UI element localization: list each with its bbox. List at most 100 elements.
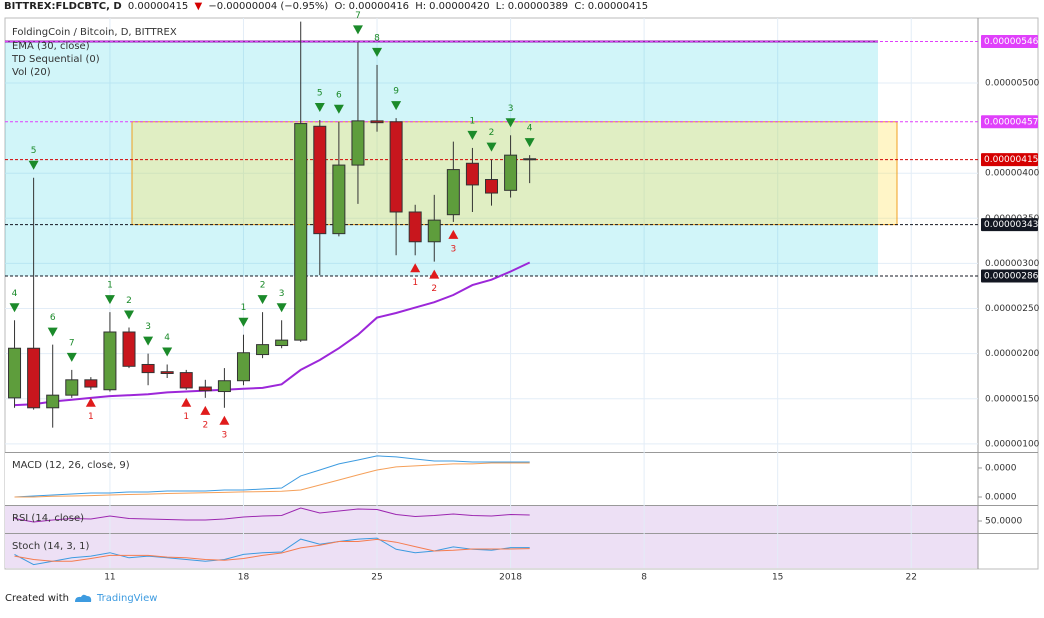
td-sell-label: 6 [50, 313, 56, 323]
study-label: EMA (30, close) [12, 41, 90, 52]
ohlc-label: L: [495, 1, 505, 12]
td-sell-label: 7 [355, 11, 361, 21]
pane-tick-label: 50.0000 [985, 517, 1022, 527]
change-arrow: ▼ [194, 1, 203, 12]
td-buy-label: 1 [88, 412, 94, 422]
ohlc-value: 0.00000415 [587, 1, 649, 12]
td-sell-label: 8 [374, 33, 380, 43]
td-sell-label: 2 [260, 281, 266, 291]
td-sell-marker [391, 101, 402, 111]
td-buy-marker [85, 397, 96, 407]
candle-body [465, 162, 479, 186]
x-tick-label: 11 [104, 573, 115, 583]
macd-line [14, 462, 530, 498]
x-tick-label: 2018 [499, 573, 522, 583]
td-sell-label: 6 [336, 90, 342, 100]
td-sell-marker [524, 138, 535, 148]
candle-body [275, 339, 289, 347]
td-sell-marker [467, 130, 478, 140]
candle-body [351, 120, 365, 166]
level-tag-label: 0.00000286 [984, 272, 1039, 282]
td-sell-label: 4 [12, 289, 18, 299]
candle-body [141, 363, 155, 374]
td-sell-label: 3 [145, 322, 151, 332]
candle-body [198, 386, 212, 392]
td-sell-marker [9, 303, 20, 313]
y-tick-label: 0.00000500 [985, 78, 1040, 88]
td-sell-marker [333, 104, 344, 114]
header: BITTREX:FLDCBTC, D 0.00000415 ▼ −0.00000… [4, 1, 651, 12]
candle-body [370, 120, 384, 124]
td-buy-marker [181, 397, 192, 407]
ohlc-label: C: [574, 1, 585, 12]
candle-body [84, 379, 98, 388]
td-sell-marker [352, 25, 363, 35]
td-sell-marker [104, 295, 115, 305]
pane-tick-label: 0.0000 [985, 493, 1017, 503]
td-sell-marker [28, 160, 39, 170]
td-buy-label: 3 [450, 244, 456, 254]
td-sell-label: 7 [69, 338, 75, 348]
td-sell-label: 1 [107, 281, 113, 291]
candle-body [65, 379, 79, 396]
candle-body [504, 154, 518, 191]
td-sell-marker [505, 118, 516, 128]
candle-body [179, 372, 193, 389]
pane-tick-label: 0.0000 [985, 463, 1017, 473]
ohlc-value: 0.00000416 [348, 1, 410, 12]
td-sell-marker [66, 352, 77, 362]
pane-bg [5, 534, 978, 568]
td-sell-label: 2 [489, 128, 495, 138]
x-tick-label: 18 [238, 573, 250, 583]
td-sell-marker [486, 142, 497, 152]
macd-line [14, 455, 530, 498]
candle-body [122, 331, 136, 367]
td-sell-label: 5 [31, 146, 37, 156]
td-sell-label: 3 [279, 289, 285, 299]
td-buy-marker [448, 229, 459, 239]
td-sell-marker [162, 347, 173, 357]
level-tag-label: 0.00000343 [984, 220, 1038, 230]
candle-body [485, 179, 498, 194]
td-sell-label: 1 [470, 116, 476, 126]
ohlc-label: H: [415, 1, 427, 12]
y-tick-label: 0.00000400 [985, 169, 1040, 179]
td-buy-marker [429, 269, 440, 279]
ema-line [14, 261, 531, 407]
candle-body [332, 164, 346, 235]
y-tick-label: 0.00000100 [985, 439, 1040, 449]
td-buy-label: 2 [202, 420, 208, 430]
candle-body [446, 169, 460, 216]
level-tag [981, 153, 1038, 167]
pane-title: MACD (12, 26, close, 9) [12, 460, 130, 471]
footer-brand[interactable]: TradingView [96, 592, 158, 604]
td-sell-marker [372, 47, 383, 57]
td-buy-label: 2 [431, 284, 437, 294]
td-sell-marker [47, 327, 58, 337]
td-buy-marker [219, 415, 230, 425]
td-buy-marker [200, 405, 211, 415]
level-tag [981, 115, 1038, 129]
candle-body [408, 211, 422, 243]
y-tick-label: 0.00000250 [985, 304, 1040, 314]
ohlc-value: 0.00000420 [429, 1, 490, 12]
td-buy-marker [410, 263, 421, 273]
y-tick-label: 0.00000150 [985, 394, 1040, 404]
pane-bg [5, 453, 978, 505]
ohlc-value: 0.00000389 [507, 1, 569, 12]
td-buy-label: 1 [183, 412, 189, 422]
x-tick-label: 8 [641, 573, 647, 583]
candle-body [236, 352, 250, 382]
symbol: BITTREX:FLDCBTC, D [4, 1, 122, 12]
rsi-line [14, 507, 530, 523]
candle-body [217, 380, 231, 393]
td-sell-marker [238, 317, 249, 327]
td-buy-label: 1 [412, 278, 418, 288]
candle-body [294, 123, 308, 341]
td-sell-marker [276, 303, 287, 313]
candle-body [427, 219, 441, 243]
td-sell-marker [124, 310, 135, 320]
pane-title: RSI (14, close) [12, 513, 84, 524]
